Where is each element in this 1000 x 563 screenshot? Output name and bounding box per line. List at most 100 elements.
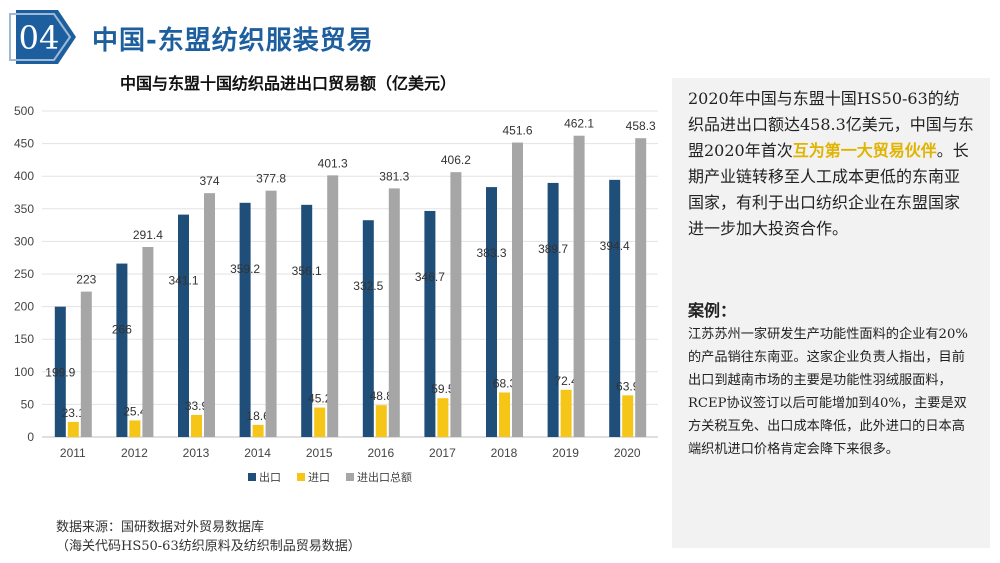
summary-part2: 。长期产业链转移至人工成本更低的东南亚国家，有利于出口纺织企业在东盟国家进一步加…	[688, 141, 969, 238]
x-tick-label: 2019	[552, 446, 579, 460]
data-label: 48.8	[370, 389, 394, 403]
bar-export	[239, 202, 251, 437]
data-label: 406.2	[441, 153, 471, 167]
bar-export	[547, 182, 559, 437]
x-tick-label: 2013	[183, 446, 210, 460]
data-label: 199.9	[45, 366, 75, 380]
bar-import	[191, 414, 202, 437]
data-label: 18.6	[246, 409, 270, 423]
bar-import	[622, 395, 634, 437]
data-label: 63.9	[616, 379, 640, 393]
y-tick-label: 150	[14, 332, 34, 346]
bar-export	[301, 204, 313, 437]
bar-total	[142, 247, 154, 437]
bar-total	[204, 193, 215, 437]
bar-export	[116, 263, 128, 437]
x-tick-label: 2020	[614, 446, 641, 460]
legend-label: 进出口总额	[357, 470, 412, 484]
data-label: 451.6	[502, 124, 532, 138]
y-tick-label: 250	[14, 267, 34, 281]
bar-export	[54, 306, 66, 437]
bar-total	[512, 142, 523, 437]
data-label: 394.4	[600, 239, 630, 253]
section-number: 04	[19, 19, 60, 57]
bar-total	[635, 138, 647, 437]
bar-chart: 0 50 100 150 200 250 300 350 400 450 500 199.9 23.1 2…	[14, 104, 658, 484]
x-tick-label: 2015	[306, 446, 333, 460]
y-tick-label: 50	[21, 397, 35, 411]
data-label: 377.8	[256, 172, 286, 186]
data-label: 383.3	[476, 246, 506, 260]
bar-import	[499, 392, 510, 437]
legend-label: 出口	[259, 470, 281, 484]
data-label: 266	[112, 323, 132, 337]
data-label: 72.4	[554, 374, 578, 388]
data-label: 346.7	[415, 270, 445, 284]
chart-title: 中国与东盟十国纺织品进出口贸易额（亿美元）	[120, 74, 457, 93]
data-label: 381.3	[379, 169, 409, 183]
legend-swatch	[297, 473, 305, 481]
bar-import	[67, 421, 79, 437]
y-tick-label: 100	[14, 365, 34, 379]
bar-export	[609, 179, 621, 437]
data-source: 数据来源：国研数据对外贸易数据库 （海关代码HS50-63纺织原料及纺织制品贸易…	[56, 518, 361, 556]
section-number-badge: 04	[9, 10, 76, 64]
bar-total	[327, 175, 339, 437]
source-line-2: （海关代码HS50-63纺织原料及纺织制品贸易数据）	[56, 539, 361, 554]
data-label: 462.1	[564, 117, 594, 131]
bar-export	[424, 210, 436, 437]
legend-label: 进口	[308, 471, 330, 484]
summary-text: 2020年中国与东盟十国HS50-63的纺织品进出口额达458.3亿美元，中国与…	[688, 86, 974, 242]
y-tick-label: 200	[14, 300, 34, 314]
case-heading: 案例：	[688, 301, 737, 320]
bar-export	[486, 187, 497, 437]
data-label: 359.2	[230, 262, 260, 276]
summary-part1: 2020年中国与东盟十国HS50-63的纺织品进出口额达458.3亿美元，中国与…	[688, 89, 974, 160]
data-label: 33.9	[185, 399, 209, 413]
bar-total	[388, 188, 400, 437]
data-label: 23.1	[62, 406, 86, 420]
data-label: 374	[199, 174, 219, 188]
page-title: 中国-东盟纺织服装贸易	[92, 26, 374, 56]
x-tick-label: 2017	[429, 446, 456, 460]
x-tick-label: 2014	[244, 446, 271, 460]
bar-total	[450, 172, 462, 437]
bar-import	[375, 405, 387, 437]
data-label: 389.7	[538, 242, 568, 256]
y-tick-label: 350	[14, 202, 34, 216]
x-tick-label: 2018	[491, 446, 518, 460]
data-label: 223	[76, 273, 96, 287]
data-label: 25.4	[123, 404, 147, 418]
data-label: 59.5	[431, 382, 455, 396]
data-label: 332.5	[353, 279, 383, 293]
data-label: 68.3	[493, 376, 517, 390]
x-tick-label: 2012	[121, 446, 148, 460]
y-tick-label: 400	[14, 169, 34, 183]
y-tick-label: 450	[14, 137, 34, 151]
data-label: 341.1	[168, 274, 198, 288]
case-body: 江苏苏州一家研发生产功能性面料的企业有20%的产品销往东南亚。这家企业负责人指出…	[688, 327, 968, 457]
summary-highlight: 互为第一大贸易伙伴	[792, 141, 937, 160]
bar-import	[252, 424, 264, 437]
bar-total	[265, 190, 277, 437]
source-line-1: 数据来源：国研数据对外贸易数据库	[56, 520, 265, 535]
data-label: 356.1	[292, 264, 322, 278]
x-tick-label: 2011	[60, 446, 86, 460]
data-label: 291.4	[133, 228, 163, 242]
data-label: 45.2	[308, 392, 332, 406]
legend-swatch	[346, 473, 354, 481]
y-tick-label: 300	[14, 234, 34, 248]
legend-swatch	[248, 473, 256, 481]
bar-import	[437, 398, 449, 437]
x-tick-label: 2016	[367, 446, 394, 460]
bar-total	[80, 291, 92, 437]
bar-total	[573, 135, 585, 437]
y-tick-label: 0	[27, 430, 34, 444]
data-label: 401.3	[318, 156, 348, 170]
bar-export	[362, 220, 374, 437]
y-tick-label: 500	[14, 104, 34, 118]
bar-import	[560, 389, 572, 437]
info-panel	[672, 78, 990, 548]
bar-import	[129, 420, 141, 437]
bar-export	[178, 214, 189, 437]
